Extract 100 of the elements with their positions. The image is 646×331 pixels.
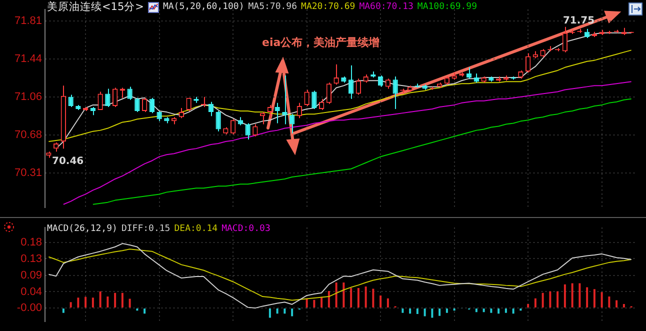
candlestick — [392, 76, 398, 110]
bar — [600, 292, 603, 308]
candlestick — [216, 110, 221, 132]
bar — [372, 288, 374, 308]
candlestick — [525, 52, 531, 73]
candlestick — [562, 26, 568, 53]
bar — [92, 298, 94, 308]
series-label: DIFF:0.15 — [121, 223, 170, 235]
candlestick — [142, 97, 148, 113]
candlestick — [289, 114, 295, 134]
bar — [446, 308, 448, 313]
bar — [608, 296, 610, 308]
y-tick-label: 70.31 — [14, 166, 42, 179]
bar — [438, 308, 441, 316]
annotation: eia公布，美油产量续增 — [262, 35, 380, 50]
bar — [490, 308, 492, 313]
text: MA100:69.99 — [417, 1, 478, 13]
bar — [62, 308, 64, 313]
bar — [498, 308, 500, 314]
bar — [527, 304, 530, 308]
bar — [386, 298, 389, 308]
candlestick — [53, 142, 59, 152]
bar — [357, 288, 360, 308]
bar — [512, 308, 514, 314]
bar — [475, 308, 478, 312]
candlestick — [105, 88, 110, 108]
y-tick-label: 0.18 — [20, 236, 42, 248]
bar — [431, 308, 434, 318]
text: MA5:70.96 — [248, 1, 298, 13]
bar — [342, 282, 345, 308]
y-tick-label: 0.09 — [20, 269, 42, 282]
bar — [364, 286, 367, 308]
candlestick — [312, 90, 317, 110]
candlestick — [178, 107, 184, 119]
annotation: 71.75 — [562, 15, 595, 26]
candlestick — [474, 73, 480, 84]
bar — [77, 298, 80, 308]
bar — [121, 292, 124, 308]
bar — [320, 296, 323, 308]
bar — [350, 288, 352, 308]
candlestick — [245, 122, 250, 140]
candlestick — [304, 89, 310, 106]
bar — [328, 291, 330, 308]
bar — [268, 308, 271, 318]
candlestick — [584, 28, 590, 38]
text: MA20:70.69 — [301, 1, 356, 13]
candlestick — [282, 75, 288, 125]
candlestick — [356, 78, 362, 96]
bar — [534, 298, 536, 308]
candlestick — [267, 104, 273, 119]
candlestick — [274, 102, 280, 124]
y-tick-label: 0.04 — [20, 286, 42, 298]
candlestick — [112, 87, 118, 108]
bar — [99, 291, 102, 308]
candlestick — [466, 66, 472, 80]
bar — [424, 308, 426, 316]
bar — [578, 283, 581, 308]
candlestick — [200, 96, 206, 108]
bar — [409, 308, 412, 314]
y-tick-label: 71.81 — [14, 14, 42, 27]
annotation: MACD:0.03 — [222, 223, 270, 235]
candlestick — [186, 97, 192, 112]
candlestick — [378, 75, 384, 88]
bar — [593, 289, 596, 308]
bar — [616, 300, 618, 308]
candlestick — [385, 78, 391, 90]
candlestick — [348, 64, 354, 100]
candlestick — [334, 64, 339, 86]
bar — [128, 298, 131, 308]
candlestick — [252, 124, 258, 137]
candlestick — [260, 112, 266, 125]
bar — [114, 292, 116, 308]
chart-title: 美原油连续<15分> — [47, 1, 144, 13]
bar — [276, 308, 278, 314]
annotation: 70.46 — [52, 156, 84, 167]
legend-title: MA(5,20,60,100) — [162, 1, 244, 13]
text: MA60:70.13 — [359, 1, 414, 13]
bar — [313, 300, 316, 308]
candlestick — [98, 91, 103, 111]
y-tick-label: 0.13 — [20, 252, 42, 265]
bar — [586, 287, 588, 308]
bar — [84, 296, 87, 308]
bar — [504, 308, 507, 313]
bar — [70, 302, 72, 308]
y-tick-label: 71.06 — [14, 90, 42, 103]
candlestick — [326, 82, 332, 104]
bar — [542, 292, 544, 308]
bar — [564, 284, 566, 308]
legend-title: MACD(26,12,9) — [47, 223, 118, 235]
candlestick — [296, 102, 302, 119]
bar — [144, 308, 146, 314]
y-tick-label: -0.00 — [16, 302, 42, 314]
y-tick-label: 70.68 — [14, 128, 42, 141]
y-tick-label: 71.44 — [14, 52, 42, 65]
candlestick — [230, 118, 236, 135]
bar — [106, 296, 109, 308]
bar — [284, 308, 286, 314]
candlestick — [134, 97, 140, 113]
bar — [291, 308, 294, 316]
candlestick — [149, 97, 155, 114]
